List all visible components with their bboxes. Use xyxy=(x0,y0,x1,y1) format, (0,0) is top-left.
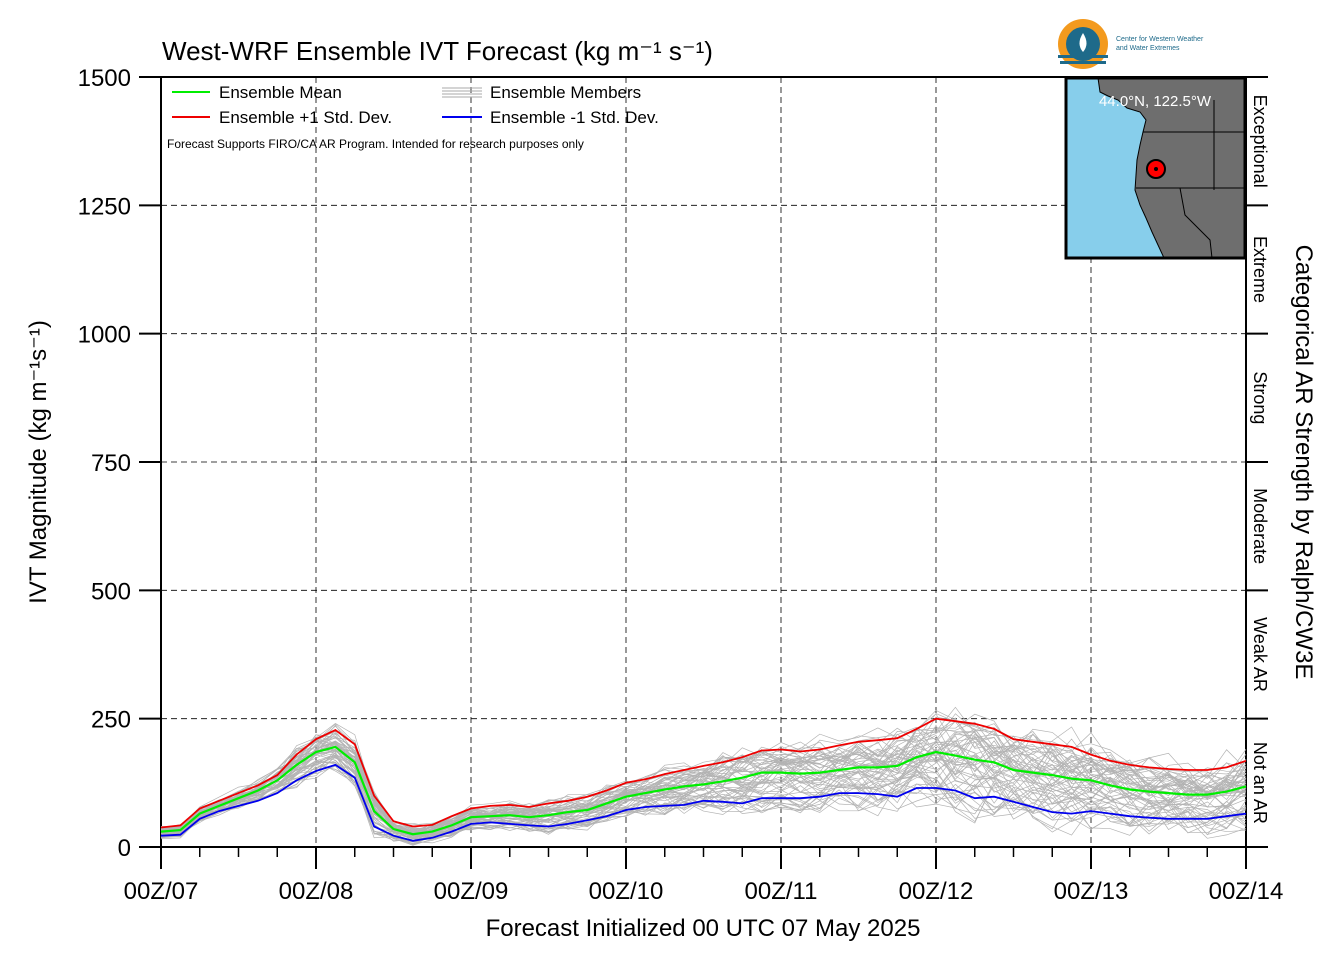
ar-category-label: Weak AR xyxy=(1250,617,1270,692)
x-tick-label: 00Z/10 xyxy=(589,878,664,905)
legend-swatch-members xyxy=(442,87,482,98)
ensemble-member-line xyxy=(161,763,1247,844)
ensemble-member-line xyxy=(160,740,1247,831)
cw3e-logo: Center for Western Weather and Water Ext… xyxy=(1058,19,1204,69)
ar-category-label: Exceptional xyxy=(1250,95,1270,188)
ensemble-member-line xyxy=(160,751,1247,835)
x-tick-label: 00Z/09 xyxy=(434,878,509,905)
inset-map: 44.0°N, 122.5°W xyxy=(1064,76,1247,260)
ensemble-member-line xyxy=(160,740,1247,833)
ensemble-member-line xyxy=(160,728,1247,834)
ar-category-label: Not an AR xyxy=(1250,742,1270,824)
inset-land xyxy=(1097,77,1246,259)
y-tick-label: 1000 xyxy=(78,322,131,349)
inset-coordinates: 44.0°N, 122.5°W xyxy=(1099,93,1212,110)
series-line-plus-std xyxy=(160,717,1247,829)
ensemble-members xyxy=(160,706,1247,846)
x-tick-label: 00Z/14 xyxy=(1209,878,1284,905)
right-axis-title: Categorical AR Strength by Ralph/CW3E xyxy=(1290,245,1317,680)
ensemble-member-line xyxy=(160,716,1247,834)
y-tick-label: 1500 xyxy=(78,65,131,92)
logo-text-line2: and Water Extremes xyxy=(1116,45,1180,52)
ensemble-member-line xyxy=(160,763,1247,842)
x-axis-title: Forecast Initialized 00 UTC 07 May 2025 xyxy=(486,915,921,942)
ensemble-member-line xyxy=(160,709,1247,831)
ensemble-member-line xyxy=(160,746,1247,837)
chart-title: West-WRF Ensemble IVT Forecast (kg m⁻¹ s… xyxy=(162,36,713,66)
ensemble-member-line xyxy=(160,755,1247,840)
logo-text-line1: Center for Western Weather xyxy=(1116,36,1204,43)
x-tick-label: 00Z/12 xyxy=(899,878,974,905)
axes: 0 250 500 750 1000 1250 1500 00Z/07 00Z/08 00Z/09… xyxy=(78,65,1284,905)
ensemble-member-line xyxy=(160,721,1247,835)
inset-borders xyxy=(1136,100,1245,259)
x-tick-label: 00Z/11 xyxy=(745,878,818,905)
ensemble-member-line xyxy=(160,741,1247,839)
y-tick-label: 250 xyxy=(91,707,131,734)
inset-frame xyxy=(1064,76,1247,260)
x-tick-label: 00Z/08 xyxy=(279,878,354,905)
legend-label-minus: Ensemble -1 Std. Dev. xyxy=(490,108,659,127)
ensemble-member-line xyxy=(160,749,1247,842)
y-axis-title: IVT Magnitude (kg m⁻¹s⁻¹) xyxy=(25,320,52,604)
x-tick-label: 00Z/13 xyxy=(1054,878,1129,905)
ar-category-label: Moderate xyxy=(1250,488,1270,564)
ensemble-member-line xyxy=(160,743,1247,834)
ar-category-label: Strong xyxy=(1250,371,1270,424)
ensemble-series xyxy=(160,717,1247,842)
series-line-minus-std xyxy=(160,763,1247,842)
ensemble-member-line xyxy=(160,720,1247,833)
y-tick-label: 0 xyxy=(118,835,131,862)
ensemble-member-line xyxy=(160,744,1247,837)
y-tick-label: 500 xyxy=(91,578,131,605)
ensemble-member-line xyxy=(160,751,1247,843)
ensemble-member-line xyxy=(160,746,1247,839)
ensemble-member-line xyxy=(160,706,1247,828)
research-note: Forecast Supports FIRO/CA AR Program. In… xyxy=(167,137,584,151)
y-tick-label: 750 xyxy=(91,450,131,477)
ensemble-member-line xyxy=(160,764,1247,846)
ensemble-member-line xyxy=(160,757,1247,839)
legend-label-members: Ensemble Members xyxy=(490,83,641,102)
ar-category-label: Extreme xyxy=(1250,236,1270,303)
series-line-mean xyxy=(160,745,1247,836)
y-tick-label: 1250 xyxy=(78,193,131,220)
ensemble-member-line xyxy=(160,731,1247,834)
ensemble-member-line xyxy=(160,747,1247,841)
x-tick-label: 00Z/07 xyxy=(124,878,199,905)
legend: Ensemble Mean Ensemble +1 Std. Dev. Ense… xyxy=(167,83,659,151)
ensemble-member-line xyxy=(160,733,1247,834)
legend-label-plus: Ensemble +1 Std. Dev. xyxy=(219,108,392,127)
ensemble-member-line xyxy=(160,731,1247,836)
ensemble-member-line xyxy=(160,755,1247,841)
legend-label-mean: Ensemble Mean xyxy=(219,83,342,102)
logo-water-drop-icon xyxy=(1079,33,1087,52)
